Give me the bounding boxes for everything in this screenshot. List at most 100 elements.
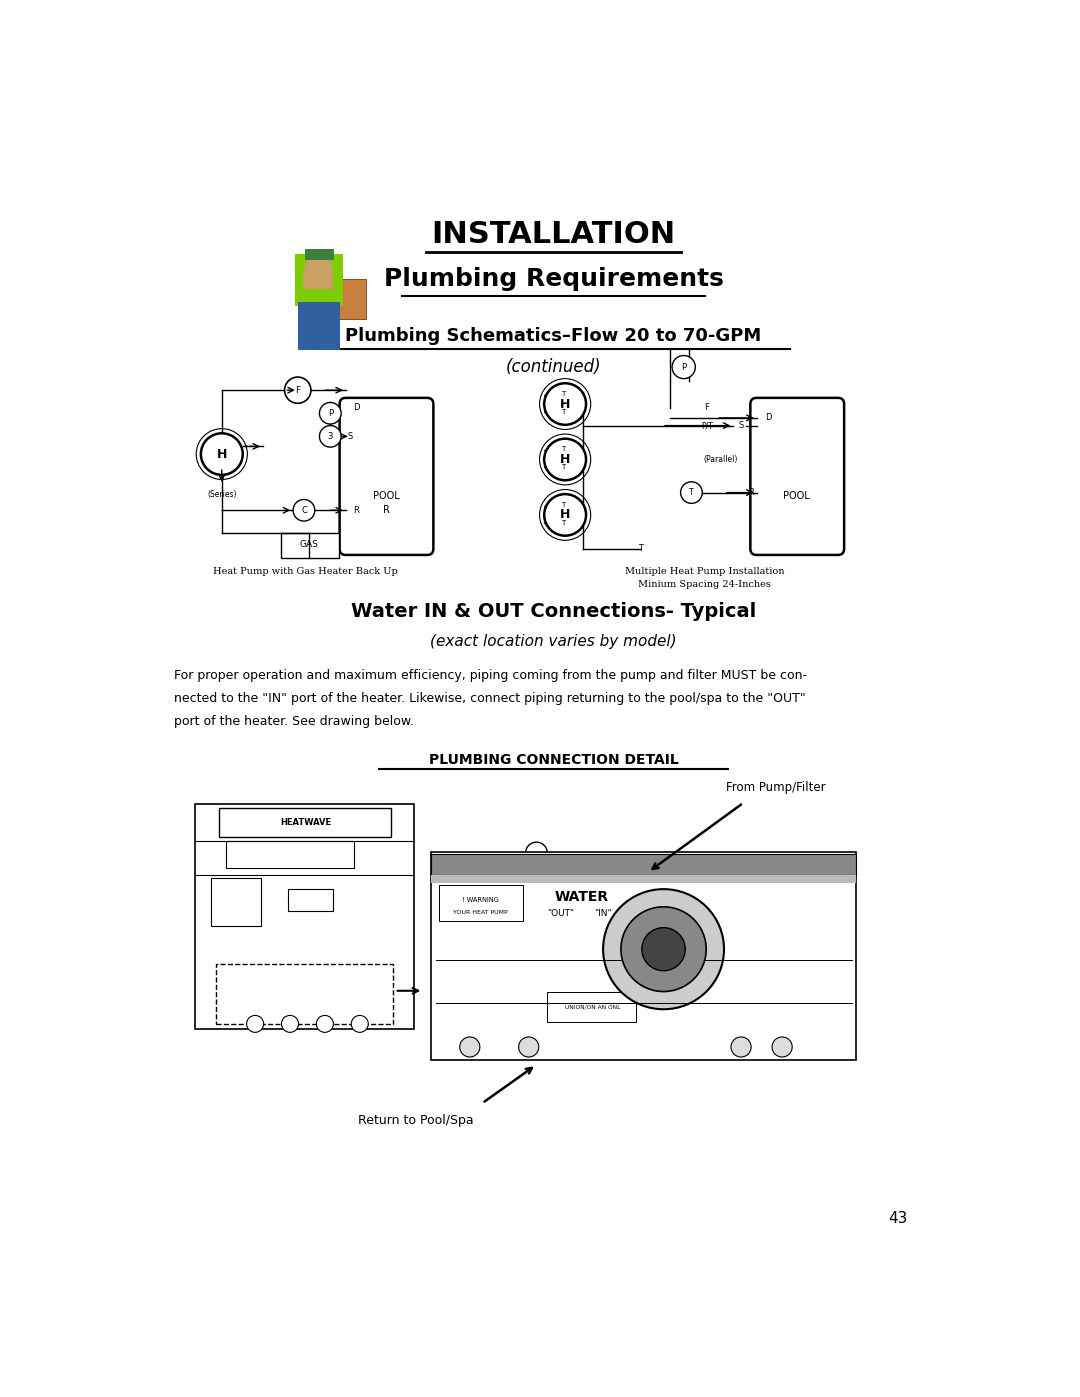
Text: S: S [739, 420, 744, 430]
Text: D: D [353, 404, 360, 412]
Text: Plumbing Schematics–Flow 20 to 70-GPM: Plumbing Schematics–Flow 20 to 70-GPM [346, 327, 761, 345]
Text: 43: 43 [889, 1211, 908, 1227]
Text: WATER: WATER [555, 890, 609, 904]
Circle shape [320, 426, 341, 447]
Circle shape [316, 1016, 334, 1032]
Circle shape [305, 254, 333, 282]
Text: F: F [295, 386, 300, 395]
Text: PLUMBING CONNECTION DETAIL: PLUMBING CONNECTION DETAIL [429, 753, 678, 767]
Text: "OUT": "OUT" [548, 909, 575, 918]
Bar [216, 964, 393, 1024]
Bar [281, 532, 339, 557]
Bar [305, 249, 334, 260]
Text: Plumbing Requirements: Plumbing Requirements [383, 267, 724, 292]
Circle shape [282, 1016, 298, 1032]
Text: D: D [765, 414, 771, 422]
Circle shape [621, 907, 706, 992]
Bar [431, 876, 855, 883]
Bar [303, 270, 333, 289]
Text: (continued): (continued) [505, 358, 602, 376]
Text: R: R [748, 488, 754, 497]
Text: R: R [353, 506, 359, 514]
Bar [319, 302, 337, 351]
Circle shape [544, 383, 586, 425]
Circle shape [518, 1037, 539, 1058]
Text: Minium Spacing 24-Inches: Minium Spacing 24-Inches [638, 580, 771, 588]
Circle shape [460, 1037, 480, 1058]
Bar [288, 888, 334, 911]
Text: T: T [561, 391, 565, 397]
Circle shape [540, 489, 591, 541]
Text: Water IN & OUT Connections- Typical: Water IN & OUT Connections- Typical [351, 602, 756, 622]
Text: T: T [561, 502, 565, 509]
Text: POOL: POOL [783, 492, 810, 502]
FancyBboxPatch shape [339, 398, 433, 555]
Text: S: S [347, 432, 352, 441]
Text: POOL: POOL [373, 492, 400, 502]
Bar [438, 884, 523, 922]
Bar [296, 254, 343, 306]
Bar [431, 854, 855, 876]
Text: P: P [681, 363, 686, 372]
Circle shape [320, 402, 341, 425]
Bar [298, 302, 340, 351]
Text: P: P [327, 409, 333, 418]
Circle shape [642, 928, 685, 971]
Circle shape [544, 439, 586, 481]
Text: T: T [561, 447, 565, 453]
Text: (Parallel): (Parallel) [703, 455, 738, 464]
Text: T: T [689, 488, 693, 497]
Text: P/T: P/T [701, 420, 713, 430]
Bar [211, 879, 261, 926]
Circle shape [246, 1016, 264, 1032]
FancyBboxPatch shape [751, 398, 845, 555]
Circle shape [351, 1016, 368, 1032]
Text: Heat Pump with Gas Heater Back Up: Heat Pump with Gas Heater Back Up [213, 567, 397, 577]
Text: INSTALLATION: INSTALLATION [431, 221, 676, 249]
Circle shape [603, 888, 724, 1009]
Text: R: R [382, 506, 390, 515]
Circle shape [772, 1037, 793, 1058]
Bar [218, 807, 391, 837]
Bar [227, 841, 354, 868]
Circle shape [284, 377, 311, 404]
Text: 3: 3 [327, 432, 333, 441]
Text: nected to the "IN" port of the heater. Likewise, connect piping returning to the: nected to the "IN" port of the heater. L… [174, 692, 806, 704]
Text: T: T [561, 520, 565, 525]
Text: GAS: GAS [300, 541, 319, 549]
Text: C: C [301, 506, 307, 514]
Text: H: H [559, 453, 570, 467]
Text: T: T [561, 409, 565, 415]
Text: (Series): (Series) [207, 490, 237, 499]
Circle shape [201, 433, 243, 475]
Circle shape [680, 482, 702, 503]
Text: (exact location varies by model): (exact location varies by model) [430, 634, 677, 648]
Text: F: F [704, 404, 710, 412]
Circle shape [731, 1037, 751, 1058]
Text: HEATWAVE: HEATWAVE [280, 817, 332, 827]
Text: Multiple Heat Pump Installation: Multiple Heat Pump Installation [625, 567, 784, 577]
Text: YOUR HEAT PUMP: YOUR HEAT PUMP [454, 909, 508, 915]
Bar [431, 852, 855, 1060]
Text: H: H [559, 398, 570, 411]
Circle shape [540, 379, 591, 429]
Text: UNION/ON AN ONL: UNION/ON AN ONL [565, 1004, 620, 1010]
Text: ! WARNING: ! WARNING [462, 897, 499, 902]
Circle shape [293, 500, 314, 521]
Bar [548, 992, 636, 1021]
Text: H: H [559, 509, 570, 521]
Bar [323, 279, 366, 320]
Text: For proper operation and maximum efficiency, piping coming from the pump and fil: For proper operation and maximum efficie… [174, 669, 807, 682]
Bar [298, 302, 315, 351]
Circle shape [197, 429, 247, 479]
Text: H: H [217, 447, 227, 461]
Text: T: T [561, 464, 565, 471]
Circle shape [672, 355, 696, 379]
Text: port of the heater. See drawing below.: port of the heater. See drawing below. [174, 715, 414, 728]
Text: Return to Pool/Spa: Return to Pool/Spa [357, 1113, 473, 1126]
Text: From Pump/Filter: From Pump/Filter [726, 781, 825, 793]
Circle shape [544, 495, 586, 535]
Bar [195, 805, 414, 1030]
Text: "IN": "IN" [594, 909, 611, 918]
Text: T: T [638, 545, 643, 553]
